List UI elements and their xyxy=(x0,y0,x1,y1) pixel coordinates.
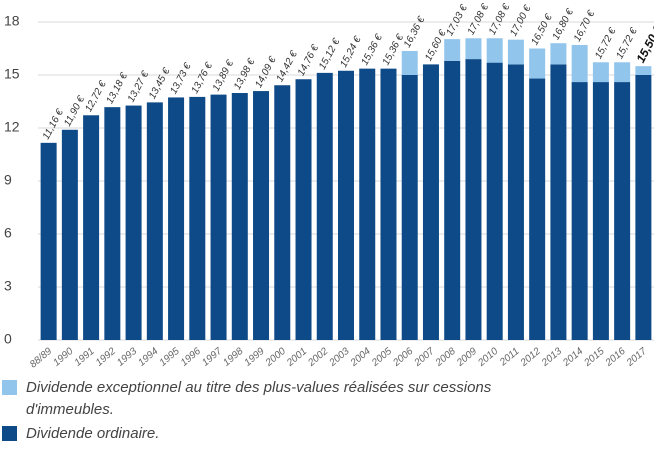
x-tick-label: 1992 xyxy=(94,346,118,369)
bar-segment xyxy=(380,68,397,340)
bar-segment xyxy=(507,64,524,341)
bar-segment xyxy=(529,48,546,79)
x-tick-label: 1997 xyxy=(200,346,224,369)
total-label: 16,50 € xyxy=(529,12,555,47)
x-tick-label: 2010 xyxy=(475,346,500,370)
bar-segment xyxy=(444,39,461,61)
total-label: 15,24 € xyxy=(338,34,364,69)
x-tick-label: 2015 xyxy=(582,346,607,370)
total-label: 13,76 € xyxy=(190,61,216,96)
x-tick-label: 2006 xyxy=(390,346,415,370)
total-label: 14,76 € xyxy=(296,43,322,78)
bar-segment xyxy=(83,115,100,340)
total-label: 13,98 € xyxy=(232,57,258,92)
x-tick-label: 1991 xyxy=(73,346,97,369)
bar-segment xyxy=(614,82,631,341)
total-label: 17,00 € xyxy=(508,3,534,38)
y-tick-label: 6 xyxy=(4,225,12,241)
x-tick-label: 2013 xyxy=(539,346,564,370)
x-tick-label: 2014 xyxy=(560,346,585,370)
bar-segment xyxy=(125,105,142,341)
x-tick-label: 1996 xyxy=(179,346,203,369)
x-tick-label: 2011 xyxy=(497,346,521,369)
total-label: 13,18 € xyxy=(105,71,131,106)
x-tick-label: 2003 xyxy=(327,346,352,370)
legend-label: Dividende exceptionnel au titre des plus… xyxy=(26,379,492,418)
x-tick-label: 2005 xyxy=(369,346,394,370)
bar-segment xyxy=(295,79,312,341)
y-tick-label: 3 xyxy=(4,278,12,294)
total-label: 14,42 € xyxy=(275,49,301,84)
x-tick-label: 2017 xyxy=(624,346,649,370)
bar-segment xyxy=(465,38,482,60)
x-tick-label: 1993 xyxy=(115,346,139,369)
total-label: 15,50 € xyxy=(633,22,654,65)
x-tick-label: 1998 xyxy=(221,346,245,369)
x-tick-label: 2007 xyxy=(412,346,437,370)
y-tick-label: 0 xyxy=(4,331,12,347)
total-label: 16,36 € xyxy=(402,15,428,50)
bar-segment xyxy=(253,91,270,341)
y-tick-label: 18 xyxy=(4,13,20,29)
bar-segment xyxy=(486,62,503,341)
bar-segment xyxy=(231,93,248,341)
x-tick-label: 2001 xyxy=(284,346,309,369)
bar-segment xyxy=(401,75,418,340)
x-tick-label: 88/89 xyxy=(28,346,55,371)
bar-segment xyxy=(592,62,609,83)
bar-segment xyxy=(635,75,652,340)
bar-segment xyxy=(359,68,376,340)
total-label: 14,09 € xyxy=(253,55,279,90)
total-label: 13,89 € xyxy=(211,58,237,93)
bar-segment xyxy=(465,59,482,340)
bar-segment xyxy=(422,64,439,341)
bar-segment xyxy=(486,38,503,63)
x-tick-label: 2009 xyxy=(454,346,479,370)
x-tick-label: 1990 xyxy=(51,346,75,369)
bar-segment xyxy=(614,62,631,83)
bar-segment xyxy=(104,107,121,340)
x-tick-label: 2002 xyxy=(306,346,331,370)
x-tick-label: 1999 xyxy=(243,346,267,369)
legend-label: Dividende ordinaire. xyxy=(26,425,159,442)
bar-segment xyxy=(338,70,354,340)
bar-segment xyxy=(61,129,78,340)
x-tick-label: 2004 xyxy=(348,346,373,370)
bar-segment xyxy=(507,39,524,65)
bar-segment xyxy=(168,97,185,340)
total-label: 13,45 € xyxy=(147,66,173,101)
bar-segment xyxy=(550,43,567,65)
y-tick-label: 9 xyxy=(4,172,12,188)
y-tick-label: 12 xyxy=(4,119,20,135)
x-tick-label: 2008 xyxy=(433,346,458,370)
bar-segment xyxy=(189,96,206,340)
bar-segment xyxy=(571,44,588,83)
x-tick-label: 1994 xyxy=(136,346,160,369)
bar-segment xyxy=(635,66,652,75)
bar-segment xyxy=(146,102,163,340)
total-label: 13,27 € xyxy=(126,69,152,104)
bar-segment xyxy=(592,82,609,341)
bar-segment xyxy=(210,94,227,340)
y-tick-label: 15 xyxy=(4,66,20,82)
bar-segment xyxy=(40,142,57,340)
bar-segment xyxy=(571,82,588,341)
bar-segment xyxy=(550,64,567,341)
total-label: 16,70 € xyxy=(572,9,598,44)
bar-segment xyxy=(274,85,291,340)
legend-swatch xyxy=(2,380,17,395)
x-tick-label: 1995 xyxy=(158,346,182,369)
bar-segment xyxy=(444,60,461,340)
x-tick-label: 2000 xyxy=(263,346,288,370)
bar-segment xyxy=(401,50,418,75)
bar-segment xyxy=(529,78,546,341)
x-tick-label: 2012 xyxy=(518,346,543,370)
total-label: 15,12 € xyxy=(317,37,343,72)
bar-segment xyxy=(316,72,333,340)
x-tick-label: 2016 xyxy=(603,346,628,370)
legend-swatch xyxy=(2,426,17,441)
